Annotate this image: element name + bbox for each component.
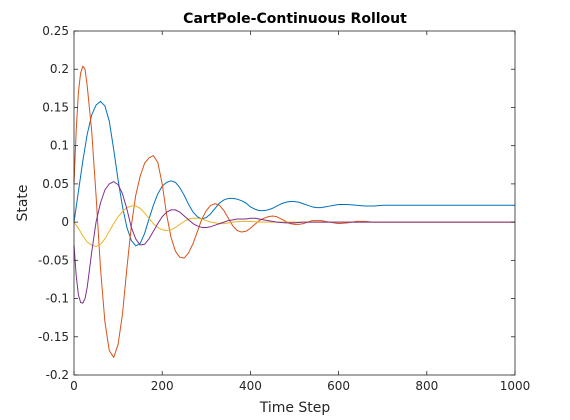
x-tick-label: 1000	[500, 379, 531, 393]
y-tick-label: 0.25	[42, 24, 69, 38]
x-tick-label: 800	[415, 379, 438, 393]
chart-title: CartPole-Continuous Rollout	[183, 11, 407, 27]
y-tick-label: -0.2	[46, 368, 69, 382]
axes-box	[73, 30, 516, 376]
y-tick-label: 0	[61, 215, 69, 229]
y-tick-label: 0.1	[50, 139, 69, 153]
y-tick-label: -0.1	[46, 292, 69, 306]
y-tick-label: 0.15	[42, 100, 69, 114]
series-layer	[73, 65, 515, 358]
y-tick-label: -0.15	[38, 330, 69, 344]
y-tick-label: 0.2	[50, 62, 69, 76]
plot-area	[74, 31, 515, 375]
series-line-1	[73, 100, 515, 247]
x-axis-label: Time Step	[259, 400, 331, 416]
series-line-3	[73, 205, 515, 248]
series-line-4	[73, 181, 515, 304]
x-tick-label: 400	[239, 379, 262, 393]
x-tick-label: 0	[70, 379, 78, 393]
y-axis-label: State	[15, 184, 31, 221]
x-tick-label: 200	[151, 379, 174, 393]
x-tick-label: 600	[327, 379, 350, 393]
y-tick-label: -0.05	[38, 253, 69, 267]
y-tick-label: 0.05	[42, 177, 69, 191]
